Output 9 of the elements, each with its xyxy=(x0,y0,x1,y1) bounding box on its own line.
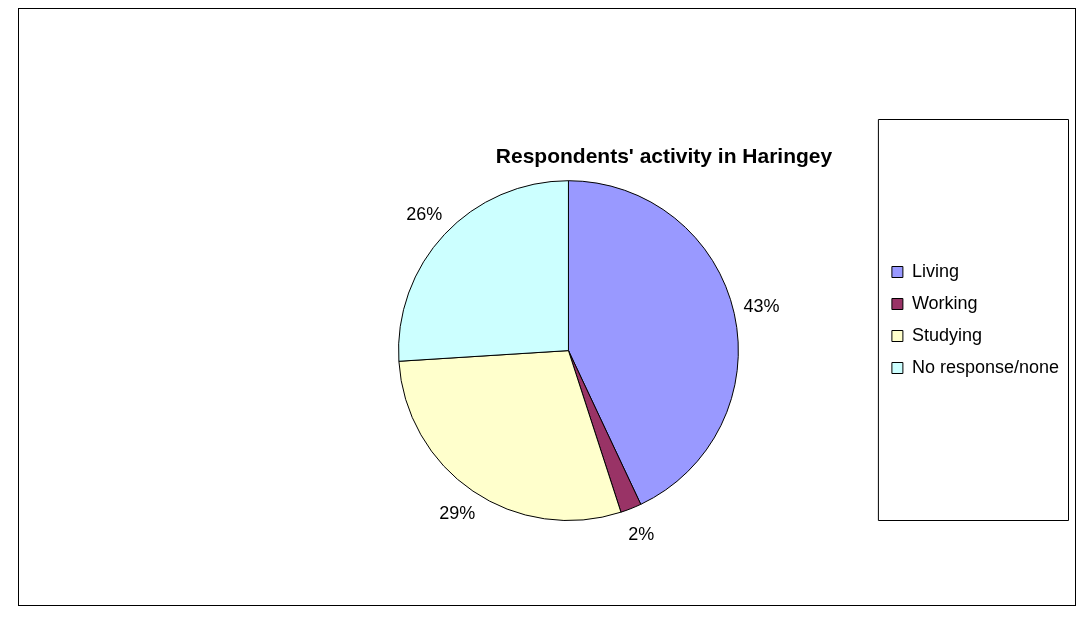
legend-label: Working xyxy=(911,292,978,313)
data-label: 26% xyxy=(406,204,443,225)
data-label: 29% xyxy=(439,503,476,524)
data-label: 2% xyxy=(628,523,655,544)
data-label: 43% xyxy=(743,296,780,317)
text: Respondents' activity in Haringey xyxy=(495,144,833,168)
legend-label: No response/none xyxy=(911,356,1060,377)
legend-label: Living xyxy=(911,260,959,281)
legend-label: Studying xyxy=(911,324,982,345)
